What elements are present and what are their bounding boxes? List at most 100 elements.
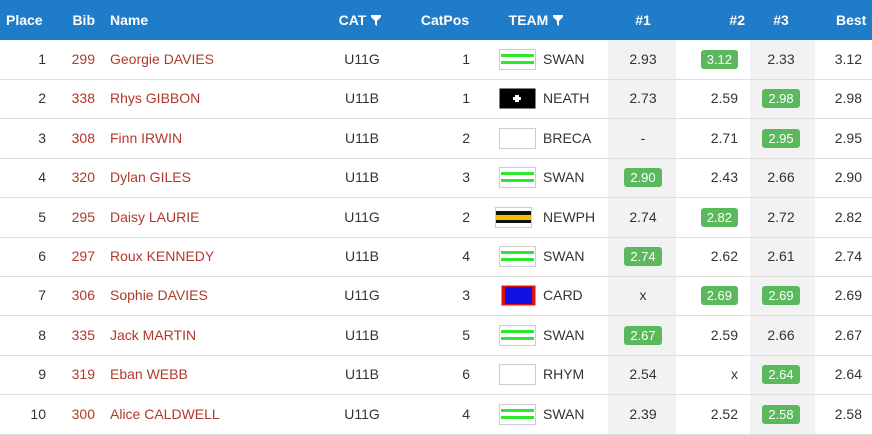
best-attempt-badge: 2.82: [700, 207, 738, 227]
bib[interactable]: 299: [71, 51, 95, 67]
team-logo: [499, 167, 536, 189]
bib[interactable]: 319: [71, 366, 95, 383]
attempt-1: 2.67: [583, 316, 703, 355]
bib[interactable]: 320: [71, 169, 95, 186]
header-team[interactable]: TEAM: [476, 0, 596, 40]
header-place: Place: [6, 0, 206, 40]
attempt-1: 2.39: [629, 405, 657, 422]
athlete-name[interactable]: Sophie DAVIES: [110, 287, 208, 304]
attempt-1: 2.54: [629, 366, 657, 383]
team-logo: [499, 246, 536, 267]
attempt-3: 2.98: [721, 79, 841, 118]
bib[interactable]: 300: [71, 405, 95, 422]
cat: U11B: [345, 248, 379, 264]
place: 8: [38, 326, 46, 343]
team: SWAN: [543, 169, 585, 186]
result-row: 7 306 Sophie DAVIES U11G 3 CARD x 2.69 2.69 2.69: [0, 276, 872, 317]
bib[interactable]: 308: [71, 129, 95, 146]
attempt-3: 2.33: [767, 51, 795, 67]
attempt-1: 2.74: [629, 208, 657, 225]
attempt-2: 2.82: [618, 198, 738, 237]
team: RHYM: [543, 366, 585, 383]
attempt-2: 2.71: [710, 129, 738, 146]
catpos: 6: [462, 366, 470, 383]
header-text: CatPos: [420, 12, 470, 28]
header-bib: Bib: [0, 0, 95, 40]
best: 2.64: [834, 366, 862, 383]
catpos: 4: [462, 405, 470, 422]
athlete-name[interactable]: Finn IRWIN: [110, 129, 183, 146]
cat: U11B: [345, 366, 379, 383]
catpos: 1: [462, 90, 470, 107]
athlete-name[interactable]: Rhys GIBBON: [110, 90, 201, 107]
bib[interactable]: 306: [71, 287, 95, 304]
attempt-1: 2.90: [583, 158, 703, 197]
header-text: Best: [836, 12, 867, 28]
place: 2: [38, 90, 46, 107]
attempt-1: x: [639, 287, 647, 304]
header-best: Best: [836, 0, 872, 40]
result-row: 2 338 Rhys GIBBON U11B 1 NEATH 2.73 2.59 2.98 2.9…: [0, 79, 872, 120]
header-text: Name: [110, 12, 149, 28]
athlete-name[interactable]: Jack MARTIN: [110, 326, 197, 343]
header-attempt-2: #2: [625, 0, 745, 40]
athlete-name[interactable]: Daisy LAURIE: [110, 208, 200, 225]
header-catpos: CatPos: [385, 0, 505, 40]
cat: U11G: [344, 208, 380, 225]
attempt-2: 3.12: [618, 40, 738, 79]
best-attempt-badge: 2.90: [624, 168, 662, 188]
table-header: Place Bib Name CAT CatPos TEAM #1 #2 #3 Best: [0, 0, 872, 40]
attempt-3: 2.64: [721, 355, 841, 394]
catpos: 5: [462, 326, 470, 343]
attempt-2: x: [731, 366, 738, 383]
best: 2.67: [834, 326, 862, 343]
cat: U11B: [345, 129, 379, 146]
result-row: 6 297 Roux KENNEDY U11B 4 SWAN 2.74 2.62 2.61 2.7…: [0, 237, 872, 277]
cat: U11G: [344, 51, 380, 67]
bib[interactable]: 295: [71, 208, 95, 225]
filter-icon: [371, 15, 382, 26]
best: 3.12: [834, 51, 862, 67]
attempt-3: 2.66: [767, 326, 795, 343]
best: 2.69: [834, 287, 862, 304]
header-cat[interactable]: CAT: [300, 0, 420, 40]
attempt-3: 2.61: [767, 248, 795, 264]
filter-icon: [553, 15, 564, 26]
bib[interactable]: 338: [71, 90, 95, 107]
best: 2.95: [834, 129, 862, 146]
team-logo: [499, 49, 536, 70]
athlete-name[interactable]: Roux KENNEDY: [110, 248, 215, 264]
place: 3: [38, 129, 46, 146]
catpos: 3: [462, 287, 470, 304]
header-text: Place: [6, 12, 43, 28]
cat: U11G: [344, 405, 380, 422]
place: 1: [38, 51, 46, 67]
athlete-name[interactable]: Georgie DAVIES: [110, 51, 215, 67]
catpos: 1: [462, 51, 470, 67]
best-attempt-badge: 2.98: [762, 89, 800, 109]
result-row: 1 299 Georgie DAVIES U11G 1 SWAN 2.93 3.12 2.33 3…: [0, 40, 872, 80]
athlete-name[interactable]: Dylan GILES: [110, 169, 191, 186]
attempt-3: 2.58: [721, 395, 841, 434]
athlete-name[interactable]: Alice CALDWELL: [110, 405, 220, 422]
header-name: Name: [110, 0, 310, 40]
bib[interactable]: 335: [71, 326, 95, 343]
attempt-1: 2.93: [629, 51, 657, 67]
attempt-1: -: [640, 129, 646, 146]
catpos: 2: [462, 129, 470, 146]
best-attempt-badge: 2.64: [762, 365, 800, 385]
header-attempt-1: #1: [583, 0, 703, 40]
team: BRECA: [543, 129, 592, 146]
best-attempt-badge: 2.67: [624, 325, 662, 345]
result-row: 10 300 Alice CALDWELL U11G 4 SWAN 2.39 2.52 2.58…: [0, 395, 872, 435]
result-row: 3 308 Finn IRWIN U11B 2 BRECA - 2.71 2.95 2.95: [0, 119, 872, 159]
best: 2.58: [834, 405, 862, 422]
best: 2.98: [834, 90, 862, 107]
bib[interactable]: 297: [71, 248, 95, 264]
athlete-name[interactable]: Eban WEBB: [110, 366, 188, 383]
header-text: Bib: [72, 12, 95, 28]
team-logo: [499, 88, 536, 109]
team: SWAN: [543, 51, 585, 67]
header-text: TEAM: [508, 12, 549, 28]
